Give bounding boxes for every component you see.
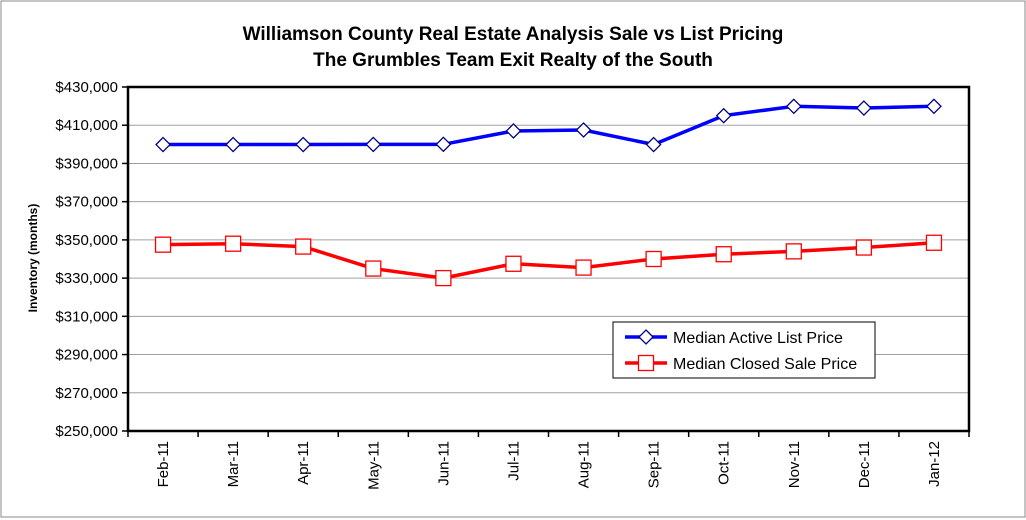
x-axis-ticks: Feb-11 Mar-11 Apr-11 May-11 Jun-11 Jul-11 Aug-… (127, 431, 970, 490)
x-tick-label-apr-11: Apr-11 (295, 441, 312, 485)
y-tick-label-430000: $430,000 (55, 79, 118, 96)
point-median-closed-sale-price-oct-11 (715, 246, 732, 263)
y-tick-label-310000: $310,000 (55, 308, 118, 325)
y-tick-label-250000: $250,000 (55, 423, 118, 440)
x-tick-label-oct-11: Oct-11 (716, 441, 733, 485)
series-line-median-closed-sale-price (163, 241, 935, 280)
point-median-active-list-price-apr-11 (295, 136, 312, 153)
point-median-closed-sale-price-jan-12 (925, 234, 943, 251)
point-median-active-list-price-may-11 (365, 136, 382, 153)
point-median-closed-sale-price-nov-11 (785, 243, 802, 260)
x-tick-label-sep-11: Sep-11 (646, 441, 663, 488)
x-tick-label-aug-11: Aug-11 (576, 441, 593, 488)
legend-box (612, 321, 876, 379)
y-tick-label-330000: $330,000 (55, 270, 118, 287)
series-group (154, 98, 943, 287)
point-median-active-list-price-mar-11 (225, 136, 242, 153)
series-median-active-list-price (155, 98, 942, 153)
y-tick-label-290000: $290,000 (55, 347, 118, 364)
x-tick-label-jun-11: Jun-11 (435, 441, 452, 486)
legend-marker-median-active-list-price (638, 329, 654, 345)
point-median-closed-sale-price-dec-11 (855, 239, 873, 256)
y-tick-label-350000: $350,000 (55, 232, 118, 249)
point-median-closed-sale-price-apr-11 (295, 238, 312, 255)
y-axis-label: Inventory (months) (26, 204, 40, 313)
x-tick-label-jan-12: Jan-12 (926, 441, 943, 487)
legend: Median Active List Price Median Closed Sa… (612, 321, 876, 379)
series-median-closed-sale-price (154, 234, 943, 287)
y-tick-label-370000: $370,000 (55, 194, 118, 211)
point-median-closed-sale-price-may-11 (365, 260, 382, 277)
point-median-active-list-price-dec-11 (855, 100, 872, 116)
point-median-active-list-price-oct-11 (715, 107, 732, 124)
y-tick-label-270000: $270,000 (55, 385, 118, 402)
point-median-closed-sale-price-feb-11 (154, 236, 172, 253)
point-median-active-list-price-feb-11 (155, 136, 171, 153)
series-line-median-active-list-price (163, 104, 935, 147)
chart-subtitle: The Grumbles Team Exit Realty of the Sou… (313, 50, 713, 71)
legend-label-median-closed-sale-price: Median Closed Sale Price (673, 356, 857, 373)
x-tick-label-may-11: May-11 (365, 441, 382, 490)
y-tick-label-410000: $410,000 (55, 117, 118, 134)
point-median-active-list-price-nov-11 (785, 98, 802, 115)
x-tick-label-nov-11: Nov-11 (786, 441, 803, 488)
x-tick-label-dec-11: Dec-11 (856, 441, 873, 488)
chart-title: Williamson County Real Estate Analysis S… (243, 24, 784, 45)
point-median-closed-sale-price-jul-11 (505, 255, 522, 272)
x-tick-label-jul-11: Jul-11 (505, 441, 522, 481)
x-tick-label-feb-11: Feb-11 (155, 441, 172, 487)
point-median-closed-sale-price-jun-11 (435, 269, 452, 287)
point-median-active-list-price-sep-11 (645, 136, 662, 153)
point-median-active-list-price-jul-11 (505, 123, 522, 139)
point-median-active-list-price-jan-12 (926, 98, 942, 115)
x-tick-label-mar-11: Mar-11 (225, 441, 242, 487)
point-median-closed-sale-price-sep-11 (645, 250, 662, 268)
point-median-active-list-price-aug-11 (575, 122, 592, 138)
y-tick-label-390000: $390,000 (55, 155, 118, 172)
legend-label-median-active-list-price: Median Active List Price (673, 330, 843, 347)
point-median-closed-sale-price-mar-11 (224, 235, 242, 252)
point-median-closed-sale-price-aug-11 (575, 259, 592, 276)
legend-marker-median-closed-sale-price (637, 354, 655, 372)
y-axis-ticks: $250,000 $270,000 $290,000 $310,000 $330,000… (55, 79, 128, 440)
point-median-active-list-price-jun-11 (435, 136, 452, 153)
